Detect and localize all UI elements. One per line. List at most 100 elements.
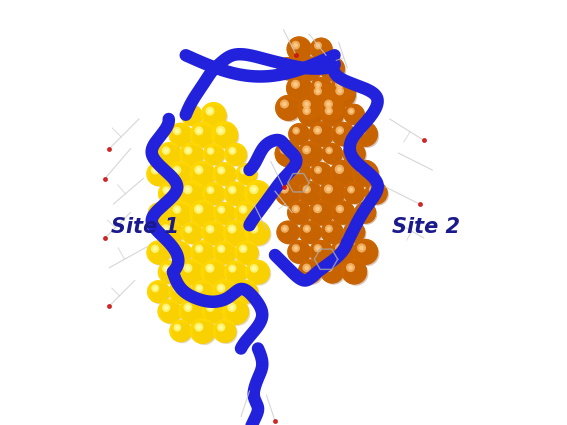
Circle shape xyxy=(327,227,331,231)
Circle shape xyxy=(197,286,201,290)
Circle shape xyxy=(347,146,355,154)
Circle shape xyxy=(313,204,322,213)
Circle shape xyxy=(308,200,334,225)
Circle shape xyxy=(160,184,182,206)
Circle shape xyxy=(298,141,323,166)
Circle shape xyxy=(312,164,333,186)
Circle shape xyxy=(322,58,346,82)
Circle shape xyxy=(151,245,159,253)
Circle shape xyxy=(294,129,298,133)
Circle shape xyxy=(227,185,248,206)
Circle shape xyxy=(314,166,322,174)
Circle shape xyxy=(235,280,258,303)
Circle shape xyxy=(308,121,334,147)
Circle shape xyxy=(203,143,225,165)
Circle shape xyxy=(179,299,204,324)
Circle shape xyxy=(290,40,312,62)
Circle shape xyxy=(369,185,377,193)
Circle shape xyxy=(329,160,357,187)
Circle shape xyxy=(277,143,303,168)
Circle shape xyxy=(302,107,311,115)
Circle shape xyxy=(217,166,225,175)
Circle shape xyxy=(150,204,170,225)
Circle shape xyxy=(218,128,223,133)
Circle shape xyxy=(194,244,214,264)
Circle shape xyxy=(310,37,332,60)
Circle shape xyxy=(343,182,365,204)
Circle shape xyxy=(158,261,181,284)
Circle shape xyxy=(249,225,259,233)
Circle shape xyxy=(180,222,202,244)
Circle shape xyxy=(190,122,215,147)
Text: Site 2: Site 2 xyxy=(392,217,460,238)
Circle shape xyxy=(150,284,170,303)
Circle shape xyxy=(279,184,301,206)
Circle shape xyxy=(311,124,335,148)
Circle shape xyxy=(322,98,346,122)
Circle shape xyxy=(324,145,344,166)
Circle shape xyxy=(313,244,333,264)
Circle shape xyxy=(227,224,236,233)
Circle shape xyxy=(275,180,301,206)
Circle shape xyxy=(325,225,333,233)
Circle shape xyxy=(330,239,356,265)
Circle shape xyxy=(293,82,298,87)
Circle shape xyxy=(192,202,217,228)
Circle shape xyxy=(358,205,366,213)
Circle shape xyxy=(156,219,183,246)
Circle shape xyxy=(201,102,226,128)
Circle shape xyxy=(312,204,334,225)
Circle shape xyxy=(300,144,324,167)
Circle shape xyxy=(172,244,192,264)
Circle shape xyxy=(185,108,192,116)
Circle shape xyxy=(219,208,223,212)
Circle shape xyxy=(205,263,226,285)
Circle shape xyxy=(311,202,335,227)
Circle shape xyxy=(301,262,324,285)
Circle shape xyxy=(288,123,310,145)
Circle shape xyxy=(346,263,355,272)
Circle shape xyxy=(236,163,257,185)
Circle shape xyxy=(223,220,248,246)
Circle shape xyxy=(241,207,246,212)
Circle shape xyxy=(277,57,300,80)
Circle shape xyxy=(278,182,303,207)
Circle shape xyxy=(290,203,312,226)
Circle shape xyxy=(324,224,344,244)
Circle shape xyxy=(301,105,324,128)
Circle shape xyxy=(323,184,345,206)
Circle shape xyxy=(371,187,375,192)
Circle shape xyxy=(342,142,366,165)
Circle shape xyxy=(286,75,312,101)
Circle shape xyxy=(158,261,181,284)
Circle shape xyxy=(344,261,369,286)
Circle shape xyxy=(160,302,183,325)
Circle shape xyxy=(226,145,248,167)
Circle shape xyxy=(298,221,321,244)
Circle shape xyxy=(150,165,171,186)
Circle shape xyxy=(187,110,191,114)
Circle shape xyxy=(161,303,181,323)
Circle shape xyxy=(171,203,194,227)
Circle shape xyxy=(325,147,333,154)
Circle shape xyxy=(169,241,192,264)
Circle shape xyxy=(349,188,353,192)
Circle shape xyxy=(206,186,225,205)
Circle shape xyxy=(217,205,236,224)
Circle shape xyxy=(147,280,170,303)
Circle shape xyxy=(313,86,333,107)
Circle shape xyxy=(227,264,247,283)
Circle shape xyxy=(216,323,236,343)
Circle shape xyxy=(197,128,201,133)
Circle shape xyxy=(245,220,270,245)
Circle shape xyxy=(148,202,169,224)
Circle shape xyxy=(205,224,226,245)
Circle shape xyxy=(164,306,168,310)
Circle shape xyxy=(368,185,388,204)
Circle shape xyxy=(248,262,271,286)
Circle shape xyxy=(298,95,323,120)
Circle shape xyxy=(323,99,345,121)
Circle shape xyxy=(324,263,344,283)
Circle shape xyxy=(193,282,215,305)
Circle shape xyxy=(289,163,313,187)
